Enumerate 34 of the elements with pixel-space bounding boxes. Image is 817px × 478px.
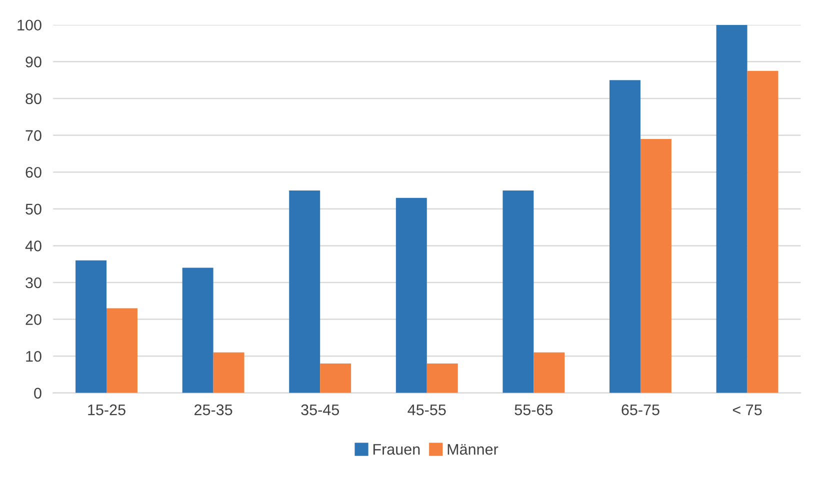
bar	[747, 70, 778, 393]
y-tick-label: 60	[26, 166, 42, 178]
y-tick-label: 40	[25, 240, 42, 252]
bar	[320, 363, 352, 393]
bar	[76, 260, 106, 393]
x-tick-label: 55-65	[514, 404, 553, 416]
x-tick-label: 65-75	[622, 404, 660, 416]
legend-label: Frauen	[373, 444, 420, 455]
bar	[610, 80, 640, 393]
y-tick-label: 90	[26, 56, 42, 68]
y-tick-label: 0	[34, 388, 42, 399]
x-tick-label: 25-35	[194, 404, 232, 416]
y-tick-label: 80	[26, 93, 42, 104]
x-tick-label: < 75	[732, 404, 762, 416]
bar	[426, 363, 458, 393]
x-tick-label: 35-45	[301, 404, 339, 416]
y-tick-label: 70	[26, 130, 42, 141]
bar	[106, 308, 138, 393]
bar	[396, 198, 427, 393]
bar	[182, 268, 214, 393]
legend-label: Männer	[448, 444, 498, 455]
bar	[213, 352, 244, 393]
y-tick-label: 100	[18, 20, 42, 31]
y-tick-label: 10	[26, 350, 42, 362]
bar	[716, 24, 748, 393]
y-tick-label: 50	[26, 204, 42, 215]
bar	[502, 190, 534, 393]
bar	[640, 138, 672, 393]
bar	[534, 352, 565, 393]
y-tick-label: 20	[26, 314, 42, 325]
x-tick-label: 15-25	[88, 404, 126, 416]
bar	[289, 190, 320, 393]
x-tick-label: 45-55	[408, 404, 446, 416]
y-tick-label: 30	[26, 277, 42, 288]
